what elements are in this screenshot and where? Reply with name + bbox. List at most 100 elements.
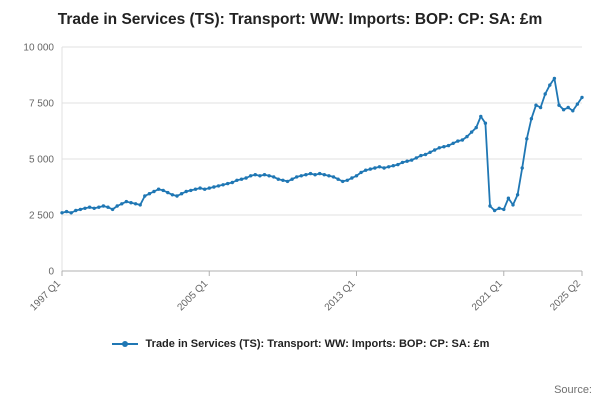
data-point: [515, 193, 520, 197]
data-point: [442, 144, 446, 149]
data-point: [460, 138, 465, 142]
data-point: [465, 134, 469, 139]
data-point: [299, 174, 303, 178]
data-point: [161, 188, 165, 193]
data-point: [203, 187, 207, 191]
data-point: [373, 166, 377, 170]
data-point: [575, 102, 580, 106]
data-point: [492, 208, 497, 213]
data-point: [226, 181, 230, 186]
data-point: [78, 207, 83, 212]
source-label: Source:: [554, 384, 592, 396]
data-point: [143, 194, 147, 198]
data-point: [456, 139, 460, 143]
data-point: [124, 199, 129, 204]
data-point: [322, 172, 326, 177]
data-point: [166, 190, 170, 195]
data-point: [359, 170, 363, 175]
data-point: [267, 174, 271, 178]
data-point: [580, 95, 584, 100]
y-tick-label: 5 000: [29, 154, 54, 165]
data-point: [216, 184, 221, 188]
data-point: [529, 116, 534, 121]
data-point: [405, 159, 409, 163]
x-tick-label: 2025 Q2: [548, 278, 583, 313]
data-point: [189, 188, 193, 193]
data-point: [331, 175, 336, 179]
data-point: [437, 146, 441, 150]
legend-label: Trade in Services (TS): Transport: WW: I…: [145, 337, 490, 350]
data-point: [410, 158, 414, 162]
data-point: [557, 103, 561, 107]
data-point: [212, 185, 216, 189]
data-point: [525, 137, 529, 141]
data-point: [387, 165, 391, 169]
data-point: [428, 150, 432, 154]
chart-title: Trade in Services (TS): Transport: WW: I…: [57, 11, 543, 28]
data-point: [207, 186, 211, 190]
data-point: [101, 204, 106, 208]
data-point: [520, 166, 524, 170]
data-point: [276, 177, 280, 181]
data-point: [350, 176, 354, 180]
data-point: [92, 206, 96, 210]
data-point: [83, 206, 87, 210]
data-point: [253, 172, 257, 177]
data-point: [175, 194, 179, 198]
y-tick-label: 2 500: [29, 210, 54, 221]
data-point: [511, 203, 515, 207]
data-point: [64, 209, 69, 214]
data-point: [249, 174, 253, 178]
data-point: [354, 174, 359, 178]
data-point: [244, 176, 248, 180]
data-point: [571, 109, 575, 113]
y-tick-label: 10 000: [23, 42, 54, 53]
data-point: [474, 125, 478, 130]
data-point: [179, 191, 184, 196]
data-point: [87, 205, 92, 209]
data-point: [469, 130, 474, 134]
data-point: [433, 148, 437, 152]
data-point: [97, 205, 101, 209]
data-point: [304, 172, 308, 177]
data-point: [400, 160, 405, 165]
line-chart: 0 2 500 5 000 7 500 10 000 1997 Q1 2005 Q1 2013…: [23, 42, 584, 313]
data-point: [488, 204, 492, 208]
data-point: [327, 174, 331, 178]
data-point: [239, 177, 244, 181]
data-point: [258, 174, 262, 178]
legend-marker-icon: [111, 340, 138, 347]
data-point: [479, 114, 483, 119]
data-point: [152, 189, 156, 194]
y-tick-label: 7 500: [29, 98, 54, 109]
x-tick-label: 2005 Q1: [175, 278, 210, 313]
data-point: [120, 202, 124, 206]
data-point: [377, 165, 382, 169]
data-point: [110, 207, 115, 212]
data-point: [133, 202, 138, 206]
data-point: [262, 172, 267, 177]
data-point: [414, 156, 418, 160]
data-point: [230, 180, 234, 185]
data-point: [534, 103, 538, 107]
data-point: [235, 178, 239, 182]
data-point: [502, 207, 506, 212]
data-point: [60, 211, 64, 215]
data-point: [285, 179, 290, 184]
y-tick-label: 0: [48, 266, 54, 277]
data-point: [290, 177, 294, 181]
data-point: [345, 178, 349, 182]
data-point: [368, 167, 372, 171]
data-point: [561, 107, 566, 112]
data-point: [483, 121, 488, 125]
data-point: [170, 193, 175, 197]
data-point: [138, 203, 142, 207]
data-point: [308, 171, 313, 176]
data-point: [198, 186, 202, 190]
data-point: [451, 141, 455, 145]
data-point: [193, 187, 198, 191]
data-point: [336, 177, 340, 181]
data-point: [419, 153, 423, 158]
legend-item[interactable]: Trade in Services (TS): Transport: WW: I…: [0, 338, 600, 350]
